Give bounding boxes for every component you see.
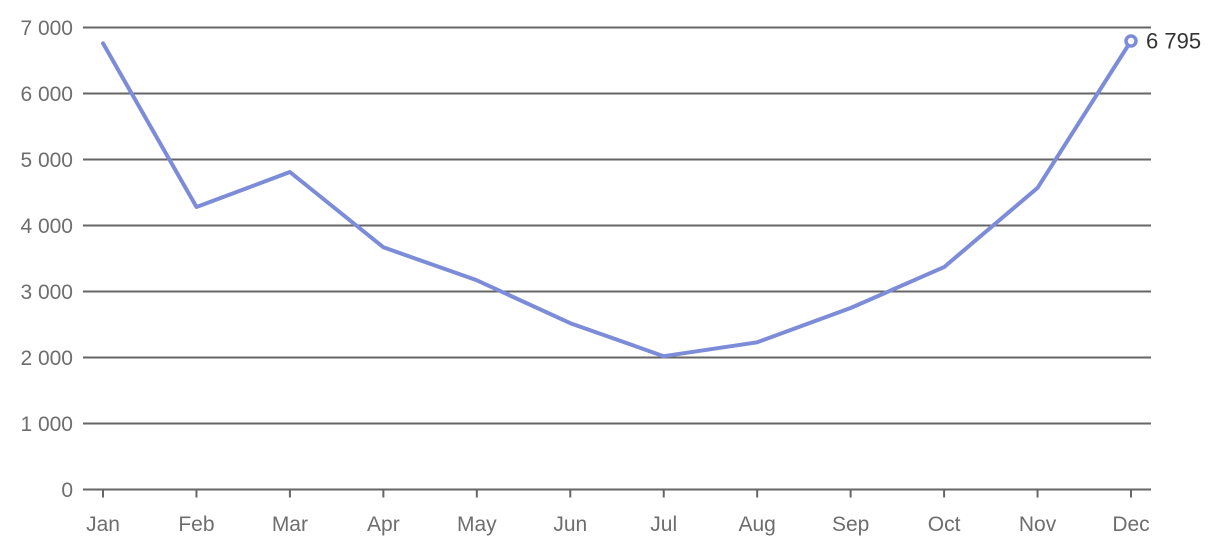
y-tick-label: 1 000 [20,413,73,436]
x-tick-label: Jul [650,513,677,536]
y-tick-label: 7 000 [20,17,73,40]
x-tick-label: Oct [928,513,961,536]
series-line [101,39,1133,359]
x-tick-label: Feb [178,513,214,536]
y-tick-label: 6 000 [20,83,73,106]
x-tick-label: Apr [367,513,400,536]
y-tick-label: 4 000 [20,215,73,238]
y-tick-label: 5 000 [20,149,73,172]
x-tick-label: May [457,513,497,536]
x-tick-label: Sep [832,513,869,536]
x-tick-label: Mar [272,513,308,536]
x-tick-label: Dec [1112,513,1149,536]
x-tick-label: Jun [553,513,587,536]
x-tick-label: Nov [1019,513,1057,536]
y-tick-label: 2 000 [20,347,73,370]
x-tick-label: Aug [738,513,775,536]
y-tick-label: 3 000 [20,281,73,304]
x-tick-label: Jan [86,513,120,536]
last-point-value-label: 6 795 [1146,29,1201,54]
last-point-marker [1124,34,1138,48]
y-tick-label: 0 [61,479,73,502]
